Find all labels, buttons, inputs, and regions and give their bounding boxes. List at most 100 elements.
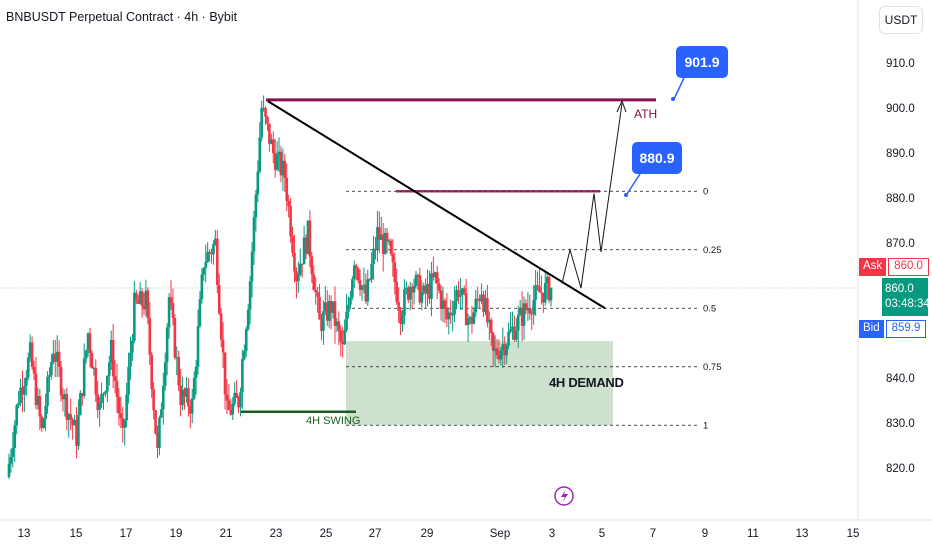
candle-body (196, 326, 200, 367)
candle-body (412, 285, 416, 293)
candle-body (345, 311, 348, 331)
candle-body (379, 234, 383, 240)
candle-body (138, 291, 142, 304)
candle-body (88, 333, 92, 354)
candle-body (513, 326, 516, 340)
candle-body (268, 123, 271, 144)
y-tick-label: 840.0 (886, 373, 915, 385)
candle-body (241, 359, 244, 393)
candle-body (202, 267, 206, 275)
callout-anchor-880 (624, 193, 628, 197)
candle-body (140, 291, 144, 306)
candle-body (79, 393, 82, 415)
candle-body (38, 396, 42, 417)
candle-body (214, 238, 217, 245)
candle-body (493, 348, 497, 351)
candle-body (545, 276, 549, 283)
target-callout-880[interactable]: 880.9 (632, 142, 682, 174)
last-price-tag: 860.0 03:48:34 (882, 278, 930, 316)
lightning-bolt-icon (561, 489, 568, 503)
candle-body (21, 387, 24, 395)
candle-body (443, 300, 447, 308)
x-tick-label: 15 (70, 528, 83, 540)
bid-label: Bid (859, 320, 884, 338)
candle-body (30, 342, 34, 367)
candle-body (528, 308, 532, 314)
candle-body (522, 303, 526, 326)
candle-body (433, 272, 437, 278)
candle-body (244, 329, 248, 351)
candle-body (460, 288, 464, 295)
candle-body (160, 409, 163, 418)
candle-body (378, 227, 381, 240)
candle-body (246, 309, 250, 330)
candle-body (223, 352, 227, 395)
candle-body (511, 326, 514, 330)
candle-body (144, 290, 148, 310)
candle-body (414, 274, 418, 286)
candle-body (192, 378, 196, 399)
currency-selector-button[interactable]: USDT (879, 6, 923, 34)
y-tick-label: 910.0 (886, 58, 915, 70)
candle-body (318, 296, 321, 320)
callout-anchor-901 (671, 97, 675, 101)
target-callout-901[interactable]: 901.9 (676, 46, 728, 78)
y-tick-label: 900.0 (886, 103, 915, 115)
ask-value: 860.0 (888, 258, 929, 276)
candle-body (188, 406, 192, 414)
projected-path (561, 103, 623, 289)
candle-body (435, 272, 439, 284)
candle-body (406, 287, 410, 300)
candle-body (183, 389, 186, 397)
candle-body (542, 292, 545, 303)
candle-body (117, 397, 121, 414)
candle-body (221, 339, 225, 353)
bid-value: 859.9 (885, 320, 927, 338)
candle-body (306, 220, 310, 254)
candle-body (113, 376, 117, 382)
candle-body (100, 393, 103, 404)
candle-body (468, 317, 472, 319)
y-tick-label: 870.0 (886, 238, 915, 250)
candle-body (277, 151, 281, 156)
candle-body (478, 298, 481, 302)
candle-body (104, 391, 107, 394)
candle-body (351, 279, 354, 298)
candle-body (148, 318, 152, 355)
candle-body (295, 271, 298, 282)
candle-body (445, 307, 449, 320)
candle-body (499, 350, 503, 360)
candle-body (106, 375, 109, 392)
candle-body (77, 414, 80, 446)
candle-body (381, 234, 385, 254)
candle-body (462, 288, 466, 294)
candle-body (210, 253, 213, 255)
candle-body (92, 367, 96, 369)
x-tick-label: 15 (847, 528, 860, 540)
candle-body (489, 319, 493, 334)
candle-body (266, 116, 269, 124)
candle-body (327, 300, 331, 321)
candle-body (206, 251, 209, 263)
ask-label: Ask (859, 258, 887, 276)
candle-body (372, 248, 375, 265)
candle-body (275, 155, 279, 170)
candle-body (115, 381, 119, 398)
candle-body (339, 330, 343, 342)
projection-arrowhead (616, 99, 627, 113)
descending-trendline (267, 100, 606, 310)
candle-body (474, 298, 478, 313)
candle-body (530, 313, 534, 315)
candle-body (231, 403, 235, 415)
candle-body (65, 394, 69, 420)
candle-body (161, 385, 165, 410)
candle-body (258, 137, 262, 172)
candle-body (63, 394, 67, 400)
candle-body (491, 333, 495, 351)
candle-body (322, 311, 325, 331)
candle-body (439, 290, 443, 309)
candle-body (219, 313, 223, 340)
candle-body (36, 396, 40, 406)
candle-body (32, 366, 36, 374)
